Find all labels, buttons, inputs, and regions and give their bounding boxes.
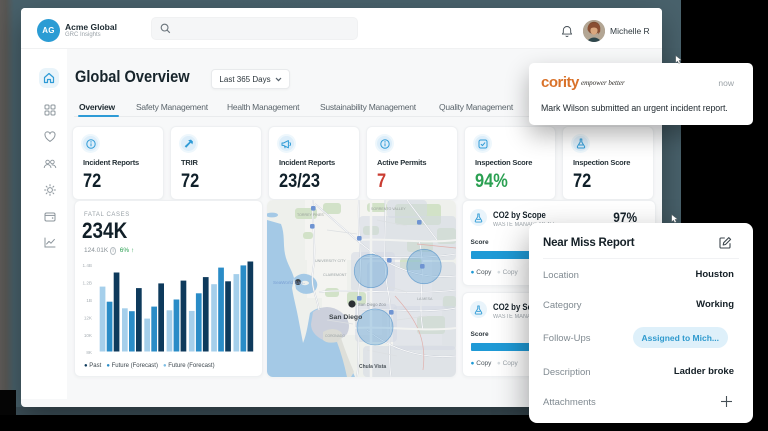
- svg-text:1.2B: 1.2B: [83, 281, 92, 286]
- svg-text:SeaWorld San..: SeaWorld San..: [273, 280, 305, 285]
- svg-text:12K: 12K: [84, 316, 93, 321]
- svg-text:UNIVERSITY CITY: UNIVERSITY CITY: [315, 259, 346, 263]
- svg-text:1.4B: 1.4B: [83, 263, 92, 268]
- svg-text:10K: 10K: [84, 333, 93, 338]
- svg-text:8K: 8K: [86, 350, 93, 355]
- svg-text:San Diego: San Diego: [329, 314, 362, 321]
- svg-text:TORREY PINES: TORREY PINES: [297, 213, 324, 217]
- svg-text:CLAIREMONT: CLAIREMONT: [323, 273, 347, 277]
- svg-text:1B: 1B: [86, 298, 92, 303]
- svg-text:San Diego Zoo: San Diego Zoo: [358, 302, 387, 307]
- svg-text:Chula Vista: Chula Vista: [359, 364, 386, 370]
- svg-text:LA MESA: LA MESA: [417, 297, 433, 301]
- svg-text:CORONADO: CORONADO: [325, 334, 345, 338]
- svg-text:SORRENTO VALLEY: SORRENTO VALLEY: [371, 207, 406, 211]
